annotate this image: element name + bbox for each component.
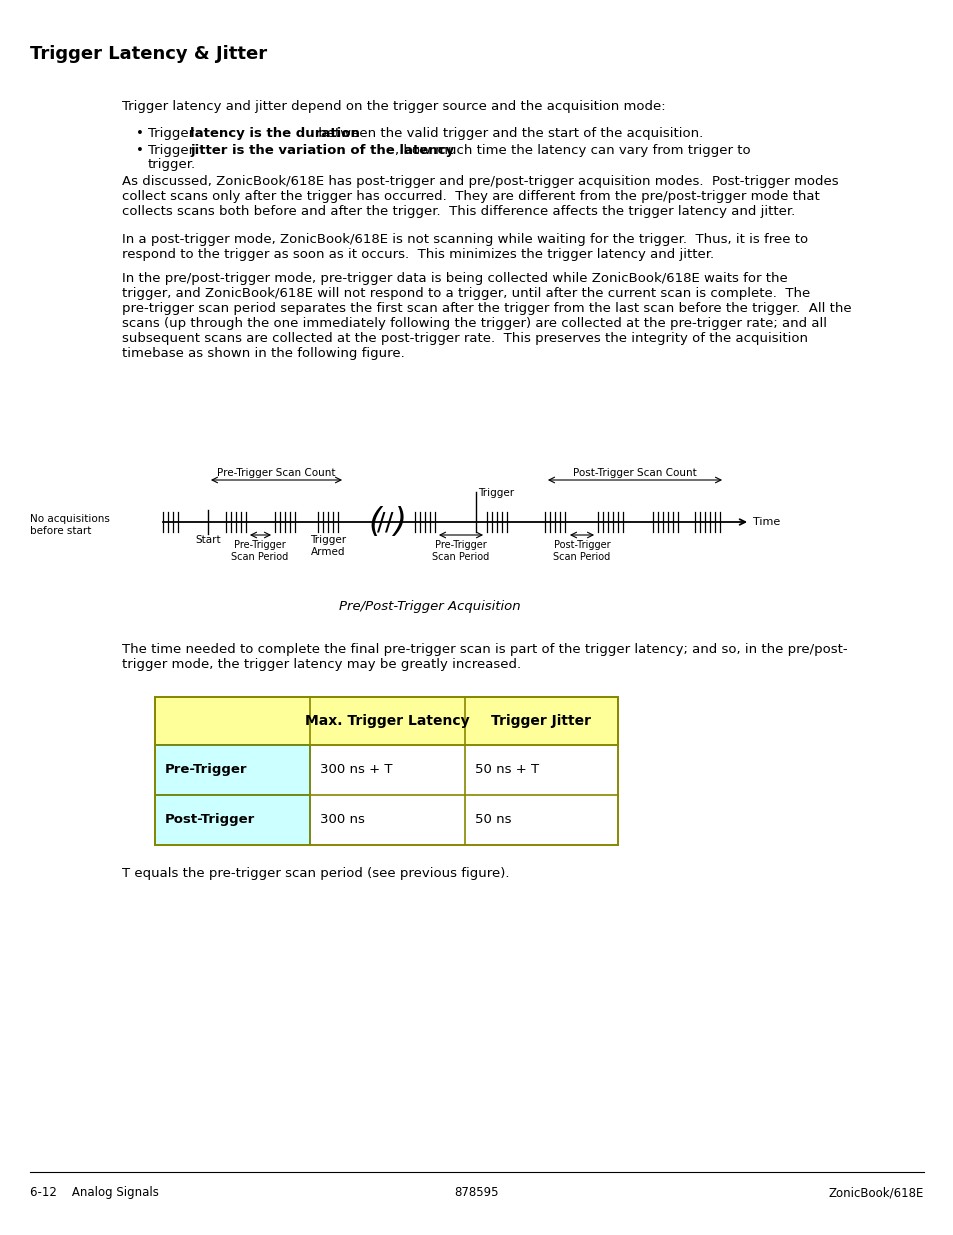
Text: Pre/Post-Trigger Acquisition: Pre/Post-Trigger Acquisition [339, 600, 520, 613]
Text: No acquisitions
before start: No acquisitions before start [30, 514, 110, 536]
Text: Post-Trigger Scan Count: Post-Trigger Scan Count [573, 468, 696, 478]
Text: Trigger: Trigger [148, 127, 198, 140]
Text: 878595: 878595 [455, 1186, 498, 1199]
Text: Max. Trigger Latency: Max. Trigger Latency [304, 714, 469, 727]
Bar [154, 697, 618, 745]
Text: Trigger: Trigger [477, 488, 514, 498]
Text: 50 ns + T: 50 ns + T [475, 763, 538, 776]
Text: 300 ns: 300 ns [319, 813, 364, 826]
Text: ZonicBook/618E: ZonicBook/618E [828, 1186, 923, 1199]
Text: Pre-Trigger Scan Count: Pre-Trigger Scan Count [216, 468, 335, 478]
Text: Trigger
Armed: Trigger Armed [310, 535, 346, 557]
Text: Trigger latency and jitter depend on the trigger source and the acquisition mode: Trigger latency and jitter depend on the… [122, 100, 665, 112]
Text: Time: Time [752, 517, 780, 527]
Text: T equals the pre-trigger scan period (see previous figure).: T equals the pre-trigger scan period (se… [122, 867, 509, 881]
Text: Pre-Trigger
Scan Period: Pre-Trigger Scan Period [432, 540, 489, 562]
Bar [154, 795, 310, 845]
Text: Trigger: Trigger [148, 144, 198, 157]
Text: Trigger Jitter: Trigger Jitter [491, 714, 590, 727]
Text: Post-Trigger
Scan Period: Post-Trigger Scan Period [553, 540, 610, 562]
Text: Pre-Trigger
Scan Period: Pre-Trigger Scan Period [232, 540, 289, 562]
Text: trigger.: trigger. [148, 158, 196, 170]
Text: 300 ns + T: 300 ns + T [319, 763, 392, 776]
Text: latency is the duration: latency is the duration [190, 127, 359, 140]
Text: jitter is the variation of the latency: jitter is the variation of the latency [190, 144, 454, 157]
Text: In a post-trigger mode, ZonicBook/618E is not scanning while waiting for the tri: In a post-trigger mode, ZonicBook/618E i… [122, 233, 807, 261]
Text: Trigger Latency & Jitter: Trigger Latency & Jitter [30, 44, 267, 63]
Text: (: ( [368, 505, 380, 538]
Text: •: • [136, 144, 144, 157]
Text: In the pre/post-trigger mode, pre-trigger data is being collected while ZonicBoo: In the pre/post-trigger mode, pre-trigge… [122, 272, 851, 359]
Text: Post-Trigger: Post-Trigger [165, 813, 255, 826]
Text: 50 ns: 50 ns [475, 813, 511, 826]
Text: /: / [376, 510, 385, 534]
Text: As discussed, ZonicBook/618E has post-trigger and pre/post-trigger acquisition m: As discussed, ZonicBook/618E has post-tr… [122, 175, 838, 219]
Text: •: • [136, 127, 144, 140]
Text: between the valid trigger and the start of the acquisition.: between the valid trigger and the start … [314, 127, 702, 140]
Text: , how much time the latency can vary from trigger to: , how much time the latency can vary fro… [395, 144, 750, 157]
Bar [154, 697, 618, 845]
Bar [154, 745, 310, 795]
Text: The time needed to complete the final pre-trigger scan is part of the trigger la: The time needed to complete the final pr… [122, 643, 846, 671]
Text: /: / [385, 510, 393, 534]
Text: ): ) [393, 505, 406, 538]
Text: Pre-Trigger: Pre-Trigger [165, 763, 247, 776]
Text: Start: Start [195, 535, 220, 545]
Text: 6-12    Analog Signals: 6-12 Analog Signals [30, 1186, 159, 1199]
